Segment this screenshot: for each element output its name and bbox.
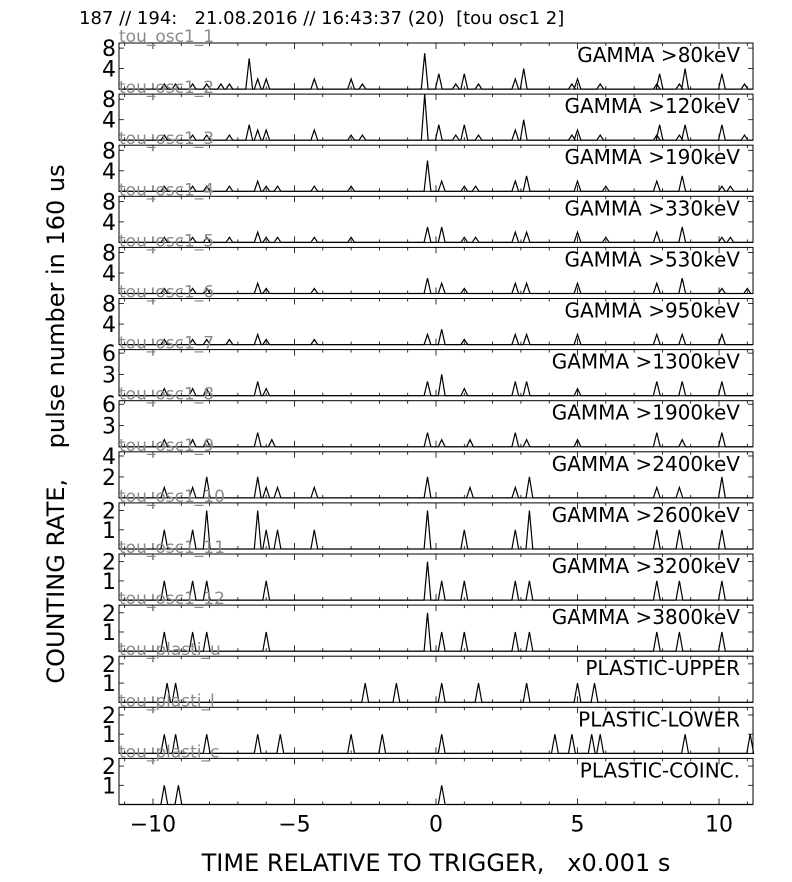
x-tick-label: 5 — [571, 813, 585, 838]
y-axis-label: COUNTING RATE, pulse number in 160 us — [42, 164, 70, 684]
series-line — [119, 329, 753, 346]
y-tick-label: 4 — [102, 262, 116, 287]
panel-title: GAMMA >2600keV — [552, 503, 741, 527]
panel-title: PLASTIC-UPPER — [585, 656, 740, 680]
series-line — [119, 432, 753, 448]
channel-label: tou_osc1_1 — [119, 27, 214, 47]
channel-label: tou_osc1_5 — [119, 231, 214, 251]
x-tick-label: −5 — [278, 813, 310, 838]
panel-title: GAMMA >3200keV — [552, 554, 741, 578]
panel-title: PLASTIC-LOWER — [578, 707, 740, 731]
channel-label: tou_osc1_4 — [119, 180, 214, 200]
channel-label: tou_osc1_6 — [119, 283, 214, 303]
series-line — [119, 374, 753, 397]
y-tick-label: 4 — [102, 160, 116, 185]
series-line — [119, 160, 753, 192]
y-tick-label: 4 — [102, 109, 116, 134]
y-tick-label: 1 — [102, 672, 116, 697]
panel-title: GAMMA >950keV — [564, 299, 740, 323]
y-tick-label: 2 — [102, 653, 116, 678]
series-line — [119, 734, 755, 754]
y-tick-label: 3 — [102, 415, 116, 440]
channel-label: tou_osc1_12 — [119, 589, 225, 609]
y-tick-label: 8 — [102, 293, 116, 318]
y-tick-label: 2 — [102, 500, 116, 525]
panel-title: GAMMA >3800keV — [552, 605, 741, 629]
x-tick-label: 0 — [429, 813, 443, 838]
series-line — [119, 476, 753, 499]
y-tick-label: 8 — [102, 88, 116, 113]
y-tick-label: 6 — [102, 342, 116, 367]
y-tick-label: 2 — [102, 551, 116, 576]
panel-title: PLASTIC-COINC. — [580, 758, 740, 782]
y-tick-label: 4 — [102, 58, 116, 83]
y-tick-label: 2 — [102, 602, 116, 627]
channel-label: tou_osc1_9 — [119, 436, 214, 456]
series-line — [119, 94, 753, 141]
y-tick-label: 2 — [102, 466, 116, 491]
y-tick-label: 8 — [102, 242, 116, 267]
panel-title: GAMMA >120keV — [564, 94, 740, 118]
channel-label: tou_osc1_3 — [119, 129, 214, 149]
y-tick-label: 3 — [102, 363, 116, 388]
series-line — [119, 277, 753, 295]
panel-title: GAMMA >530keV — [564, 247, 740, 271]
channel-label: tou_osc1_8 — [119, 385, 214, 405]
channel-label: tou_osc1_2 — [119, 78, 214, 98]
panel-title: GAMMA >80keV — [577, 43, 740, 67]
channel-label: tou_plasti_l — [119, 691, 215, 711]
panel-title: GAMMA >190keV — [564, 145, 740, 169]
y-tick-label: 2 — [102, 755, 116, 780]
series-line — [119, 510, 753, 550]
x-axis-label: TIME RELATIVE TO TRIGGER, x0.001 s — [201, 849, 671, 877]
y-tick-label: 4 — [102, 313, 116, 338]
panel-title: GAMMA >2400keV — [552, 452, 741, 476]
y-tick-label: 2 — [102, 704, 116, 729]
series-line — [119, 682, 753, 703]
y-tick-label: 8 — [102, 190, 116, 215]
channel-label: tou_osc1_11 — [119, 538, 225, 558]
x-tick-label: 10 — [705, 813, 733, 838]
y-tick-label: 4 — [102, 211, 116, 236]
y-tick-label: 1 — [102, 570, 116, 595]
y-tick-label: 8 — [102, 139, 116, 164]
y-tick-label: 1 — [102, 723, 116, 748]
channel-label: tou_plasti_c — [119, 742, 219, 762]
series-line — [119, 53, 753, 90]
y-tick-label: 1 — [102, 774, 116, 799]
channel-label: tou_osc1_7 — [119, 334, 214, 354]
panel-title: GAMMA >1900keV — [552, 401, 741, 425]
series-line — [119, 561, 753, 601]
y-tick-label: 4 — [102, 445, 116, 470]
x-tick-label: −10 — [130, 813, 176, 838]
channel-label: tou_plasti_u — [119, 640, 221, 660]
y-tick-label: 6 — [102, 393, 116, 418]
chart-header: 187 // 194: 21.08.2016 // 16:43:37 (20) … — [79, 8, 565, 29]
series-line — [119, 226, 753, 243]
channel-label: tou_osc1_10 — [119, 487, 225, 507]
y-tick-label: 8 — [102, 37, 116, 62]
series-line — [119, 785, 753, 806]
y-tick-label: 1 — [102, 519, 116, 544]
panel-title: GAMMA >1300keV — [552, 350, 741, 374]
series-line — [119, 612, 753, 652]
panel-title: GAMMA >330keV — [564, 196, 740, 220]
y-tick-label: 1 — [102, 621, 116, 646]
